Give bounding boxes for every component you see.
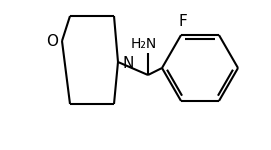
- Text: F: F: [179, 14, 187, 29]
- Text: N: N: [122, 57, 133, 72]
- Text: O: O: [46, 33, 58, 48]
- Text: H₂N: H₂N: [131, 37, 157, 51]
